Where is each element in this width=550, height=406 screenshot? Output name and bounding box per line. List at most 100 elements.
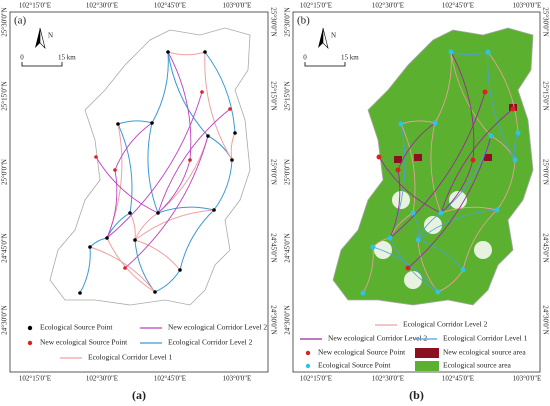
corridor [437,269,464,293]
legend-symbol [415,361,439,371]
corridor [167,51,206,56]
corridor [400,123,416,214]
bottom-tick-label: 102°45'0"E [442,375,474,383]
bottom-tick-label: 103°0'0"E [513,375,542,383]
left-tick-label: 25°0'0"N [1,159,9,185]
bottom-tick-label: 103°0'0"E [223,375,252,383]
left-tick-label: 25°30'0"N [1,7,9,36]
corridor [487,51,516,161]
legend-box [11,318,267,371]
legend-label: New ecological Source Point [40,338,128,347]
corridor [154,269,181,293]
new-corridor [389,91,486,239]
corridor [430,122,442,214]
non-source-patch [449,191,467,209]
right-tick-label: 24°30'0"N [269,305,277,334]
panel-label: (a) [14,15,27,27]
source-point [230,158,234,162]
corridor [134,212,159,241]
new-corridor [407,135,492,269]
top-tick-label: 102°45'0"E [154,2,186,10]
source-point [88,245,92,249]
new-source-point [228,107,232,111]
source-point [494,207,500,213]
legend-label: Ecological Corridor Level 1 [88,353,173,362]
corridor [147,122,159,214]
legend-symbol [27,340,33,346]
top-tick-label: 102°45'0"E [442,2,474,10]
legend-label: Ecological Corridor Level 2 [403,320,488,329]
north-label: N [331,32,336,40]
new-corridor [440,159,474,214]
source-point [370,244,376,250]
scale-end: 15 km [341,54,359,62]
source-point [512,157,518,163]
source-point [438,210,444,216]
new-corridor [157,108,231,214]
right-tick-label: 25°0'0"N [269,159,277,185]
north-arrow [39,27,46,49]
north-arrow [318,28,323,48]
corridor [230,132,236,161]
new-source-point [123,266,127,270]
north-arrow [322,27,329,49]
corridor [417,209,498,241]
corridor [151,51,169,124]
source-point [415,237,421,243]
source-point [128,211,132,215]
source-point [360,290,366,296]
right-tick-label: 25°15'0"N [541,81,549,110]
corridor [117,120,153,125]
left-tick-label: 24°45'0"N [1,233,9,262]
corridor [204,51,236,134]
source-point [156,211,160,215]
scale-end: 15 km [58,54,76,62]
legend-label: New ecological Corridor Level 2 [168,323,267,332]
non-source-patch [424,216,442,234]
corridor [417,239,464,271]
top-tick-label: 102°30'0"E [86,2,118,10]
scale-start: 0 [303,54,307,62]
source-point [387,235,393,241]
top-tick-label: 102°30'0"E [372,2,404,10]
panel-label: (b) [297,15,310,27]
new-source-point [482,89,488,95]
corridor [450,51,492,137]
non-source-patch [392,191,410,209]
legend-label: New ecological Source Point [318,348,406,357]
new-corridor [389,169,401,239]
top-tick-label: 103°0'0"E [513,2,542,10]
top-tick-label: 102°15'0"E [300,2,332,10]
new-source-point [200,90,204,94]
bottom-tick-label: 102°30'0"E [372,375,404,383]
corridor [106,237,156,293]
source-point [153,290,157,294]
legend-symbol [27,325,33,331]
source-point [398,121,404,127]
new-corridor [106,91,203,239]
scale-start: 0 [20,54,24,62]
source-point [488,133,494,139]
right-tick-label: 25°15'0"N [269,81,277,110]
new-source-point [113,168,117,172]
legend-label: Ecological Corridor Level 2 [168,338,253,347]
top-tick-label: 102°15'0"E [19,2,51,10]
corridor [89,246,156,293]
legend-label: New ecological source area [443,348,526,357]
corridor [134,209,215,241]
source-point [448,49,454,55]
right-tick-label: 25°30'0"N [541,7,549,36]
corridor [79,246,91,294]
right-tick-label: 24°45'0"N [269,233,277,262]
new-corridor [440,108,514,214]
right-tick-label: 25°30'0"N [269,7,277,36]
new-source-point [376,154,382,160]
left-tick-label: 24°45'0"N [284,233,292,262]
non-source-patch [404,271,422,289]
source-point [133,238,137,242]
new-source-point [510,106,516,112]
corridor [462,209,498,271]
new-source-area [394,156,402,163]
caption: (b) [409,388,424,402]
